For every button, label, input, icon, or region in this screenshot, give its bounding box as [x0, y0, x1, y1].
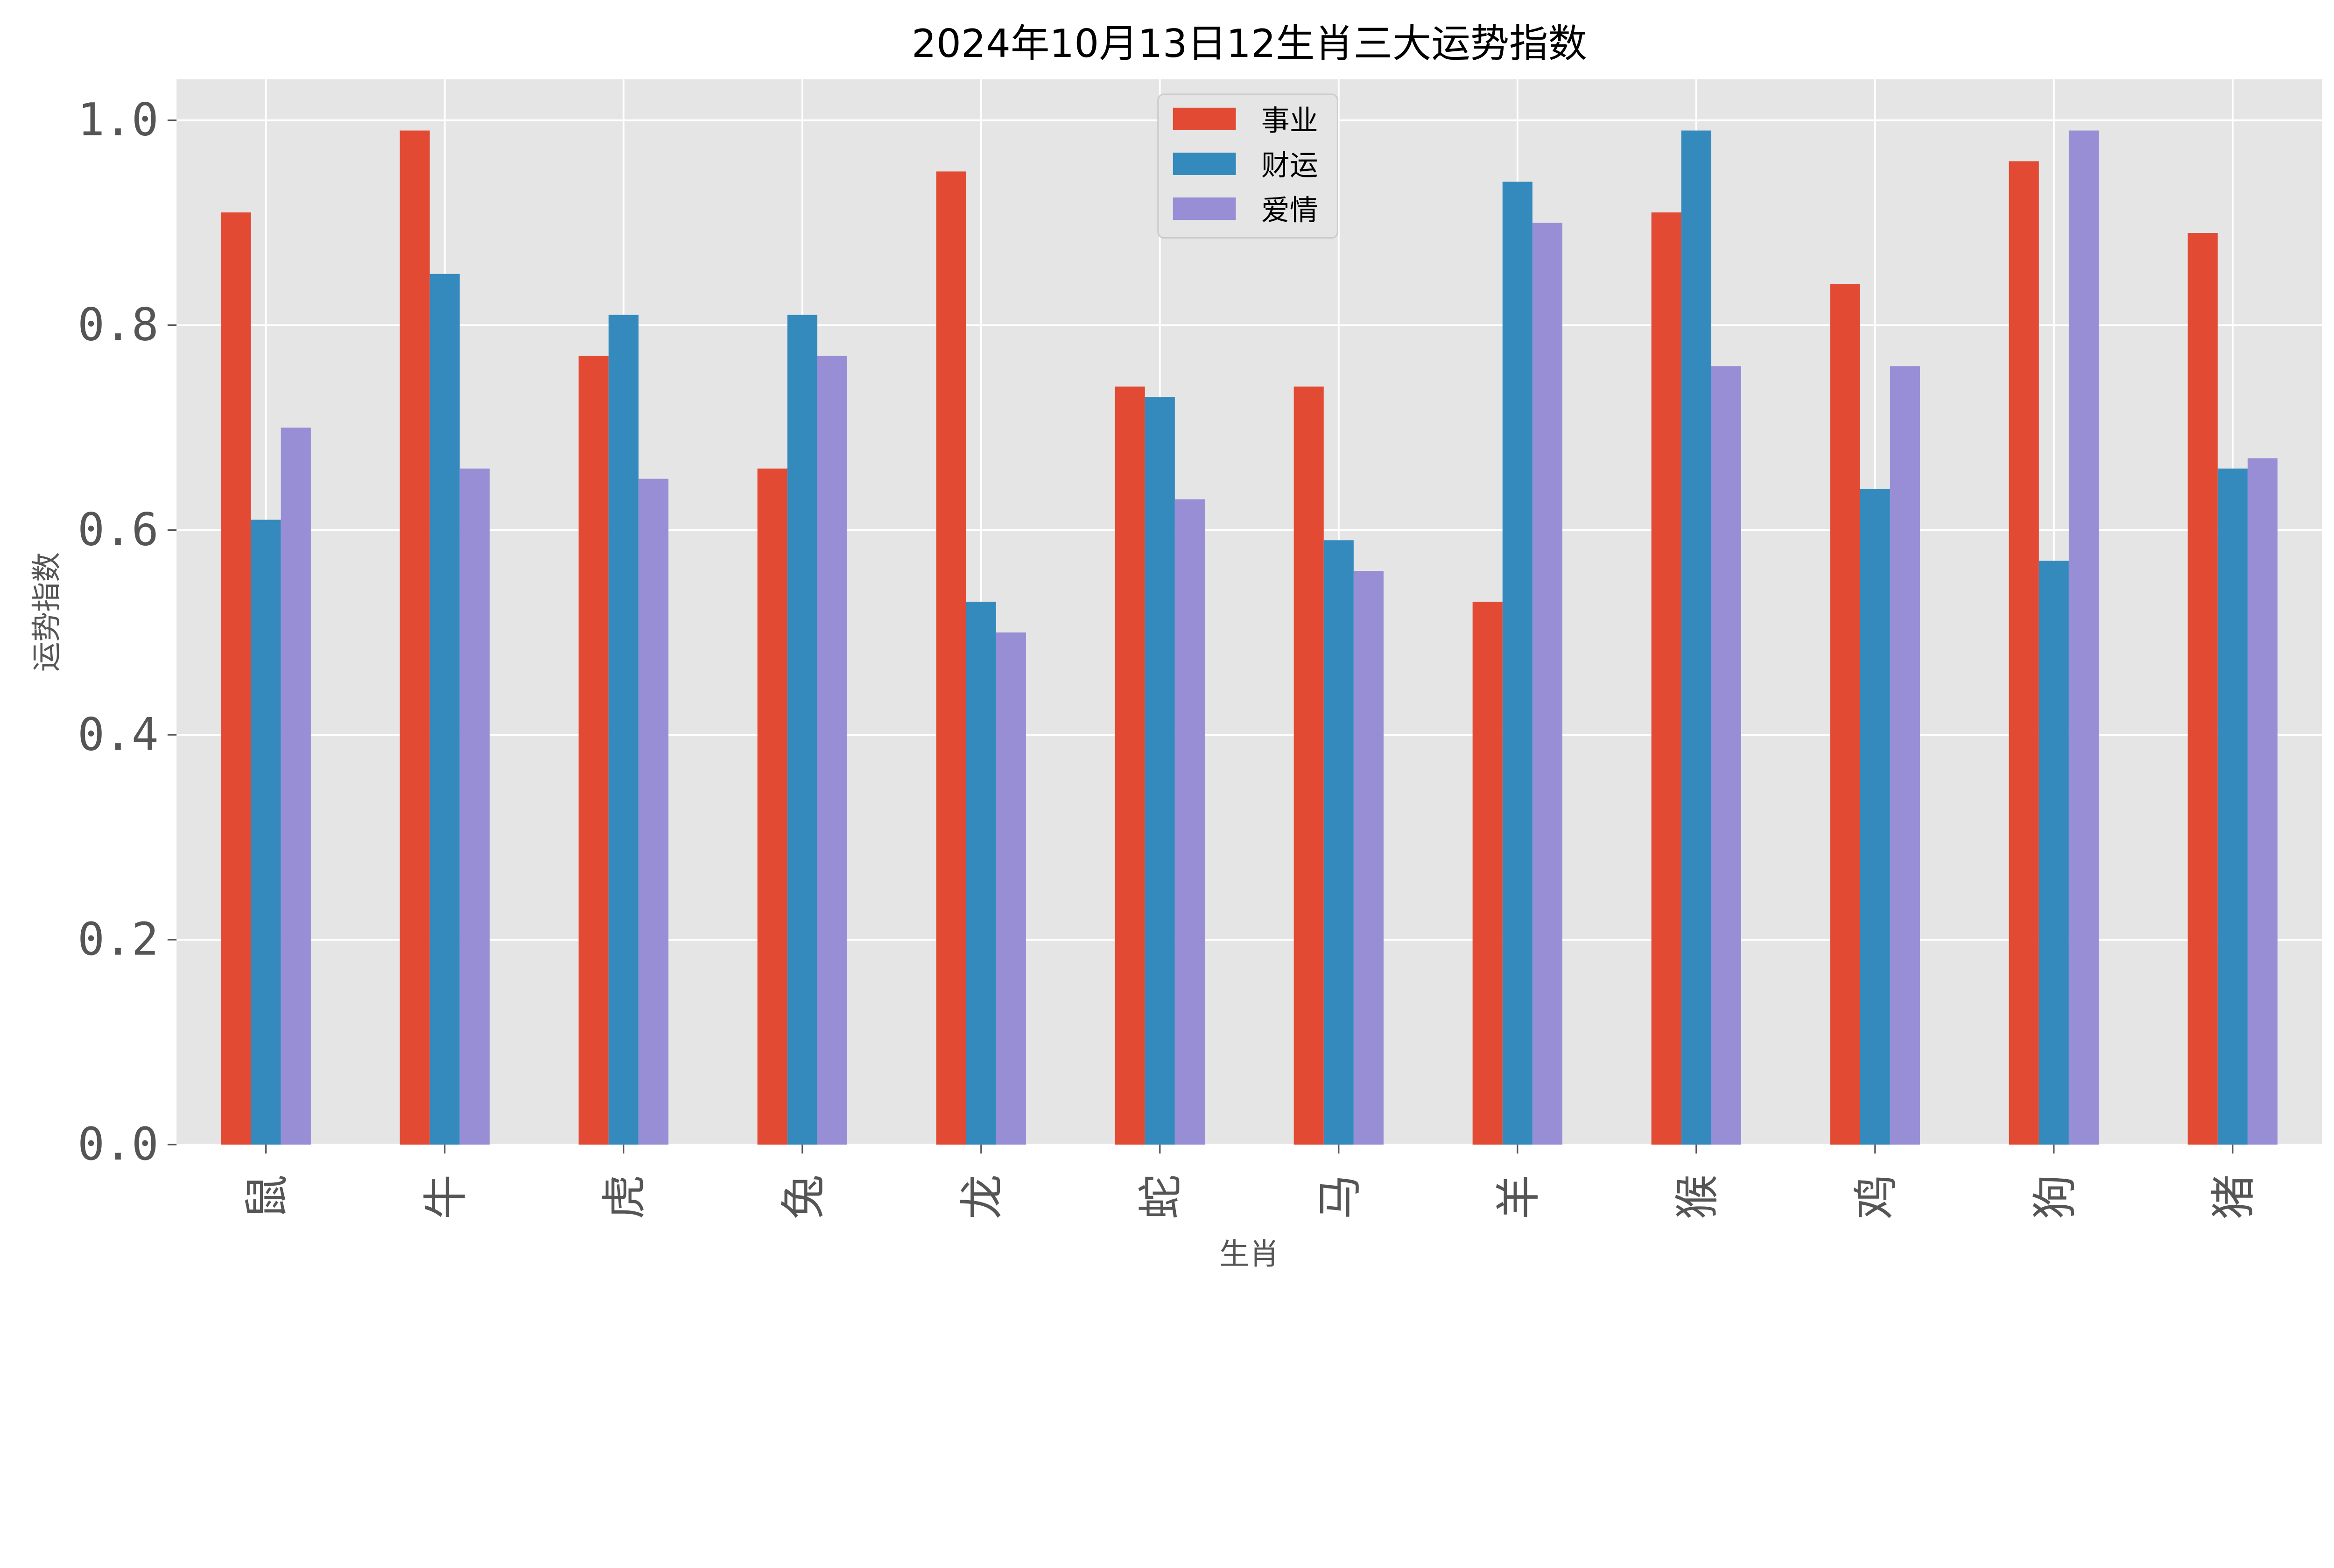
x-tick-label: 蛇 — [1135, 1174, 1187, 1219]
bar-事业-鼠 — [221, 212, 251, 1145]
bar-爱情-羊 — [1532, 223, 1562, 1145]
bar-事业-马 — [1294, 387, 1324, 1145]
bar-爱情-狗 — [2068, 130, 2099, 1145]
y-tick-label: 0.6 — [77, 503, 159, 555]
x-axis-label: 生肖 — [1219, 1237, 1279, 1272]
bar-爱情-猪 — [2247, 458, 2278, 1145]
bar-财运-鼠 — [251, 520, 281, 1145]
bar-事业-猴 — [1651, 212, 1681, 1145]
bar-爱情-鼠 — [281, 427, 311, 1145]
bar-财运-猴 — [1681, 130, 1711, 1145]
bar-爱情-鸡 — [1890, 366, 1920, 1145]
bar-事业-蛇 — [1115, 387, 1145, 1145]
x-tick-label: 兔 — [777, 1174, 830, 1219]
x-tick-label: 牛 — [420, 1174, 472, 1219]
bar-财运-狗 — [2039, 561, 2069, 1145]
legend-label: 爱情 — [1261, 194, 1318, 227]
legend-label: 事业 — [1261, 104, 1318, 137]
plot-background — [176, 79, 2322, 1145]
x-tick-label: 猪 — [2207, 1174, 2260, 1219]
bar-财运-马 — [1323, 540, 1354, 1145]
bar-事业-猪 — [2187, 233, 2218, 1145]
x-tick-labels: 鼠牛虎兔龙蛇马羊猴鸡狗猪 — [241, 1144, 2260, 1219]
bar-事业-牛 — [400, 130, 430, 1145]
y-tick-label: 0.4 — [77, 708, 159, 760]
y-tick-label: 0.8 — [77, 299, 159, 351]
x-tick-label: 羊 — [1492, 1174, 1545, 1219]
bar-财运-牛 — [429, 274, 460, 1145]
y-tick-label: 1.0 — [77, 94, 159, 146]
bar-爱情-龙 — [996, 632, 1026, 1145]
x-tick-label: 马 — [1314, 1174, 1366, 1219]
y-tick-label: 0.0 — [77, 1118, 159, 1170]
legend-swatch — [1173, 107, 1236, 130]
bars — [221, 130, 2278, 1145]
bar-事业-鸡 — [1830, 284, 1860, 1145]
bar-财运-兔 — [787, 315, 817, 1145]
legend-swatch — [1173, 197, 1236, 220]
chart-title: 2024年10月13日12生肖三大运势指数 — [912, 21, 1587, 66]
bar-财运-龙 — [966, 601, 996, 1145]
bar-爱情-虎 — [638, 478, 668, 1145]
x-tick-label: 狗 — [2029, 1174, 2081, 1219]
legend-swatch — [1173, 152, 1236, 175]
x-tick-label: 鸡 — [1850, 1174, 1902, 1219]
bar-财运-虎 — [608, 315, 639, 1145]
bar-爱情-蛇 — [1174, 499, 1205, 1145]
bar-财运-羊 — [1502, 182, 1533, 1145]
bar-chart: 0.0 0.2 0.4 0.6 0.8 1.0 鼠 牛 虎 兔 龙 蛇 马 羊 猴 鸡 狗 猪 2024年10月… — [30, 21, 2322, 1272]
bar-财运-鸡 — [1860, 489, 1890, 1145]
bar-事业-龙 — [936, 171, 966, 1145]
bar-爱情-马 — [1353, 571, 1384, 1145]
y-axis-label: 运势指数 — [30, 552, 64, 672]
y-tick-labels: 0.0 0.2 0.4 0.6 0.8 1.0 — [77, 94, 177, 1170]
bar-财运-蛇 — [1145, 397, 1175, 1145]
x-tick-label: 虎 — [598, 1174, 651, 1219]
x-tick-label: 鼠 — [241, 1174, 293, 1219]
x-tick-label: 猴 — [1671, 1174, 1723, 1219]
x-tick-label: 龙 — [956, 1174, 1008, 1219]
bar-事业-兔 — [757, 468, 787, 1145]
legend-label: 财运 — [1261, 149, 1318, 182]
bar-爱情-猴 — [1711, 366, 1741, 1145]
bar-财运-猪 — [2217, 468, 2248, 1145]
bar-事业-狗 — [2009, 161, 2039, 1145]
bar-事业-羊 — [1472, 601, 1503, 1145]
y-tick-label: 0.2 — [77, 913, 159, 965]
bar-爱情-牛 — [459, 468, 490, 1145]
bar-爱情-兔 — [817, 356, 847, 1145]
bar-事业-虎 — [578, 356, 609, 1145]
